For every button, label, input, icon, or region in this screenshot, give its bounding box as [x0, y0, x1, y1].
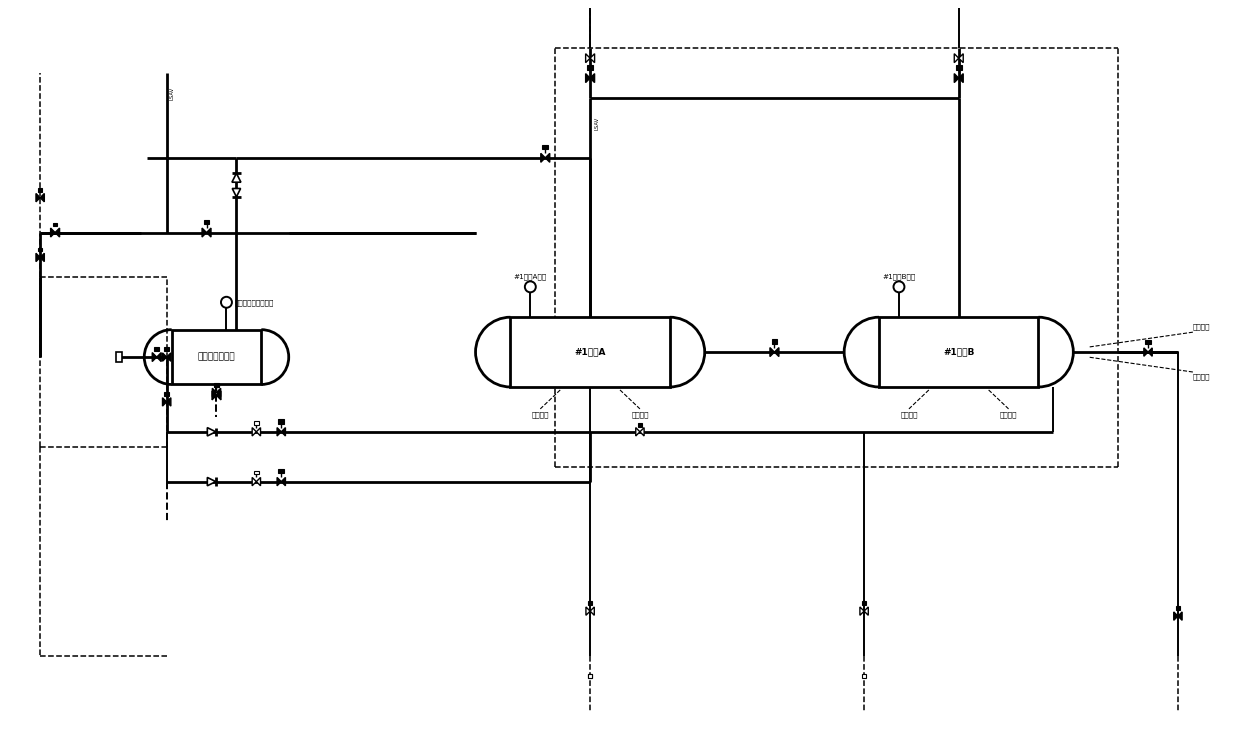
Polygon shape — [585, 74, 590, 83]
Text: 高压疏水: 高压疏水 — [532, 412, 549, 418]
Bar — [215, 384, 218, 387]
Polygon shape — [252, 428, 257, 436]
Polygon shape — [277, 478, 281, 486]
Bar — [588, 65, 593, 70]
Bar — [254, 421, 259, 425]
Polygon shape — [257, 478, 260, 486]
Bar — [1176, 606, 1180, 610]
Polygon shape — [207, 228, 211, 237]
Bar — [279, 469, 284, 474]
Bar — [171, 329, 262, 384]
Polygon shape — [585, 53, 590, 62]
Polygon shape — [217, 391, 221, 400]
Bar — [279, 420, 284, 423]
Polygon shape — [1178, 612, 1182, 620]
Bar — [542, 145, 548, 150]
Text: 外置蒸汽冷却器: 外置蒸汽冷却器 — [197, 353, 236, 362]
Polygon shape — [959, 74, 963, 83]
Bar — [38, 188, 42, 192]
Polygon shape — [217, 388, 221, 396]
Polygon shape — [166, 353, 171, 361]
Text: 高压疏水: 高压疏水 — [631, 412, 649, 418]
Polygon shape — [202, 228, 207, 237]
Text: 高压疏水: 高压疏水 — [1193, 374, 1210, 381]
Polygon shape — [36, 193, 40, 202]
Text: 高压疏水: 高压疏水 — [999, 412, 1017, 418]
Polygon shape — [166, 398, 171, 406]
Polygon shape — [1174, 612, 1178, 620]
Bar — [637, 423, 642, 426]
Polygon shape — [590, 607, 594, 615]
Polygon shape — [156, 353, 161, 362]
Text: #1高加B: #1高加B — [944, 347, 975, 356]
Bar — [155, 347, 159, 351]
Text: 高压疏水: 高压疏水 — [900, 412, 918, 418]
Polygon shape — [162, 398, 166, 406]
Bar — [588, 674, 593, 678]
Polygon shape — [281, 478, 285, 486]
Polygon shape — [1148, 348, 1152, 356]
Text: #1高加B液位: #1高加B液位 — [883, 273, 915, 280]
Polygon shape — [640, 428, 644, 436]
Bar — [38, 247, 42, 251]
Text: 外置蒸汽冷却器液位: 外置蒸汽冷却器液位 — [234, 299, 274, 305]
Polygon shape — [153, 353, 156, 362]
Bar — [588, 674, 593, 678]
Polygon shape — [36, 253, 40, 262]
Polygon shape — [281, 428, 285, 436]
Polygon shape — [277, 428, 281, 436]
Text: LSAV: LSAV — [170, 86, 175, 100]
Bar — [879, 317, 1038, 387]
Bar — [956, 65, 961, 70]
Polygon shape — [636, 428, 640, 436]
Bar — [588, 602, 593, 605]
Bar — [862, 602, 867, 605]
Text: LSAV: LSAV — [594, 117, 599, 129]
Polygon shape — [40, 193, 45, 202]
Bar — [862, 674, 867, 678]
Text: 高压疏水: 高压疏水 — [1193, 324, 1210, 330]
Bar — [165, 392, 169, 396]
Circle shape — [894, 281, 904, 293]
Polygon shape — [40, 253, 45, 262]
Polygon shape — [864, 607, 868, 615]
Polygon shape — [770, 347, 775, 356]
Polygon shape — [775, 347, 779, 356]
Bar — [213, 383, 219, 387]
Bar — [117, 352, 123, 362]
Polygon shape — [212, 388, 217, 396]
Polygon shape — [590, 53, 595, 62]
Polygon shape — [232, 189, 241, 197]
Bar — [1146, 340, 1151, 344]
Polygon shape — [959, 53, 963, 62]
Polygon shape — [252, 478, 257, 486]
Polygon shape — [546, 153, 549, 162]
Circle shape — [221, 297, 232, 308]
Polygon shape — [51, 228, 55, 237]
Polygon shape — [541, 153, 546, 162]
Circle shape — [525, 281, 536, 293]
Text: #1高压A液位: #1高压A液位 — [513, 273, 547, 280]
Bar — [511, 317, 670, 387]
Polygon shape — [232, 173, 241, 182]
Polygon shape — [257, 428, 260, 436]
Bar — [165, 347, 169, 351]
Text: #1高加A: #1高加A — [574, 347, 606, 356]
Polygon shape — [859, 607, 864, 615]
Polygon shape — [207, 478, 216, 486]
Polygon shape — [212, 391, 217, 400]
Bar — [203, 220, 210, 224]
Polygon shape — [587, 607, 590, 615]
Polygon shape — [162, 353, 166, 361]
Polygon shape — [955, 74, 959, 83]
Bar — [53, 223, 57, 226]
Bar — [254, 471, 259, 475]
Polygon shape — [955, 53, 959, 62]
Polygon shape — [590, 74, 595, 83]
Polygon shape — [207, 428, 216, 436]
Bar — [771, 339, 777, 344]
Polygon shape — [55, 228, 60, 237]
Polygon shape — [1143, 348, 1148, 356]
